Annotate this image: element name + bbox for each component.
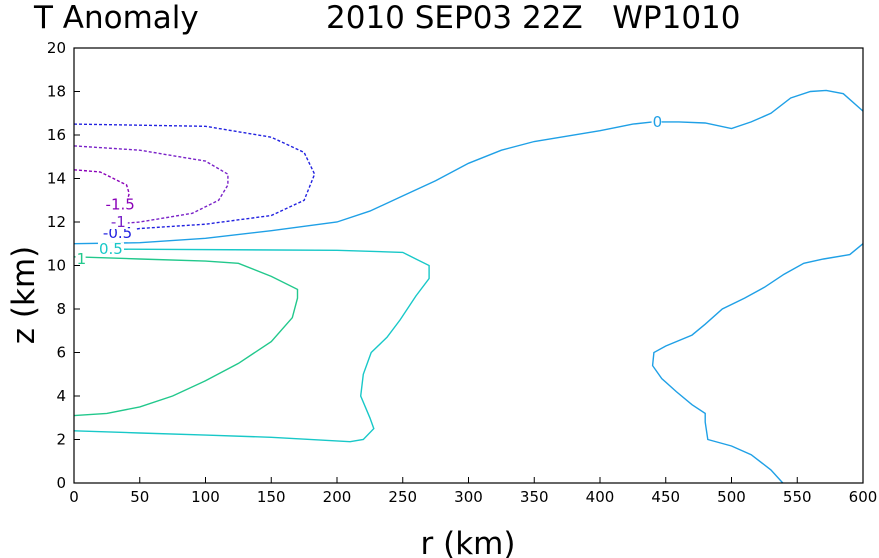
y-tick-label: 2 xyxy=(56,431,66,449)
y-tick-label: 6 xyxy=(56,344,66,362)
contour-label-bg xyxy=(75,251,86,266)
contour-line xyxy=(73,248,430,443)
y-tick-label: 14 xyxy=(47,170,66,188)
x-tick-label: 400 xyxy=(586,488,615,506)
y-tick-label: 18 xyxy=(47,83,66,101)
contour-line xyxy=(73,123,316,234)
contour-line xyxy=(651,243,864,484)
x-tick-label: 600 xyxy=(849,488,878,506)
chart-title-right: 2010 SEP03 22Z WP1010 xyxy=(326,0,741,36)
y-tick-label: 12 xyxy=(47,213,66,231)
contour-line xyxy=(73,256,299,417)
contour-label: 0 xyxy=(653,113,663,131)
x-tick-label: 0 xyxy=(69,488,79,506)
contour-label: -1 xyxy=(111,213,126,231)
y-tick-label: 16 xyxy=(47,126,66,144)
plot-frame xyxy=(73,47,864,484)
contour-label-bg xyxy=(101,225,136,240)
contour-line xyxy=(73,145,229,224)
contour-label-bg xyxy=(651,114,662,129)
x-tick-label: 450 xyxy=(651,488,680,506)
contour-lines xyxy=(73,89,864,484)
contour-label: -1.5 xyxy=(106,196,135,214)
contour-label-bg xyxy=(97,242,124,257)
x-tick-label: 50 xyxy=(130,488,149,506)
x-tick-label: 300 xyxy=(454,488,483,506)
contour-line xyxy=(73,89,864,245)
y-tick-label: 10 xyxy=(47,257,66,275)
y-tick-label: 20 xyxy=(47,39,66,57)
y-tick-label: 0 xyxy=(56,474,66,492)
x-axis-ticks: 0 50 100 150 200 250 300 350 400 450 500 550 600 xyxy=(69,477,877,506)
contour-label: 0.5 xyxy=(99,240,123,258)
y-axis-title: z (km) xyxy=(6,246,42,344)
x-tick-label: 150 xyxy=(257,488,286,506)
y-tick-label: 4 xyxy=(56,387,66,405)
x-tick-label: 200 xyxy=(323,488,352,506)
contour-label-bg xyxy=(104,197,139,212)
x-tick-label: 250 xyxy=(388,488,417,506)
x-tick-label: 100 xyxy=(191,488,220,506)
x-axis-title: r (km) xyxy=(421,526,516,558)
contour-label-bg xyxy=(109,215,128,229)
x-tick-label: 500 xyxy=(717,488,746,506)
y-axis-ticks: 0 2 4 6 8 10 12 14 16 18 20 xyxy=(47,39,80,492)
x-tick-label: 550 xyxy=(783,488,812,506)
contour-labels: 0-0.5-1-1.50.51 xyxy=(75,113,663,268)
chart-title-left: T Anomaly xyxy=(33,0,199,36)
x-tick-label: 350 xyxy=(520,488,549,506)
y-tick-label: 8 xyxy=(56,300,66,318)
contour-label: 1 xyxy=(77,250,87,268)
